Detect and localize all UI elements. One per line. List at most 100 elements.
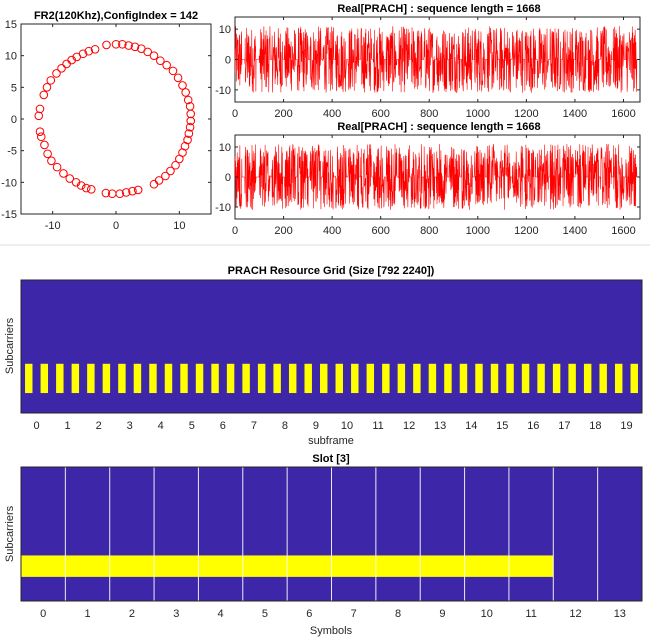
x-tick-label: 19 <box>620 420 632 432</box>
constellation-point <box>128 186 137 196</box>
prach-occasion-bar <box>195 363 204 394</box>
prach-occasion-bar <box>552 363 561 394</box>
constellation-point <box>156 56 165 66</box>
sequence-bottom-title: Real[PRACH] : sequence length = 1668 <box>337 121 540 133</box>
constellation-point <box>186 116 196 126</box>
constellation-point <box>178 81 187 90</box>
x-tick-label: 10 <box>481 608 493 620</box>
x-tick-label: 5 <box>189 420 195 432</box>
prach-occasion-bar <box>40 363 49 394</box>
prach-occasion-bar <box>273 363 281 394</box>
x-tick-label: 6 <box>306 608 312 620</box>
constellation-point <box>133 185 143 195</box>
x-tick-label: 1000 <box>466 108 490 120</box>
constellation-point <box>90 45 100 54</box>
x-tick-label: 600 <box>372 225 390 237</box>
constellation-point <box>168 66 178 76</box>
resource-grid-ylabel: Subcarriers <box>4 317 16 374</box>
constellation-point <box>47 156 56 166</box>
x-tick-label: 4 <box>218 608 224 620</box>
y-tick-label: -15 <box>1 209 17 221</box>
x-tick-label: 10 <box>341 420 353 432</box>
prach-occasion-bar <box>428 363 437 394</box>
x-tick-label: -10 <box>45 220 61 232</box>
prach-occasion-bar <box>257 363 266 394</box>
prach-occasion-bar <box>149 363 157 394</box>
constellation-point <box>162 60 171 70</box>
slot-plot: Slot [3] 0 1 2 3 4 5 6 7 8 9 10 11 12 13 Symbols Subc… <box>4 453 643 637</box>
slot-xlabel: Symbols <box>310 625 353 637</box>
constellation-point <box>186 109 196 119</box>
x-tick-label: 10 <box>173 220 185 232</box>
prach-occasion-bar <box>537 363 545 394</box>
x-tick-label: 5 <box>262 608 268 620</box>
x-tick-label: 200 <box>274 108 292 120</box>
x-tick-label: 3 <box>173 608 179 620</box>
constellation-point <box>185 122 195 132</box>
sequence-plot-bottom: Real[PRACH] : sequence length = 1668 0 20… <box>215 121 641 237</box>
x-tick-label: 400 <box>323 225 341 237</box>
x-tick-label: 13 <box>614 608 626 620</box>
prach-occasion-bar <box>413 363 421 394</box>
x-tick-label: 17 <box>558 420 570 432</box>
x-tick-label: 200 <box>274 225 292 237</box>
x-tick-label: 7 <box>251 420 257 432</box>
constellation-point <box>35 104 45 114</box>
sequence-plot-top: Real[PRACH] : sequence length = 1668 0 20… <box>215 3 641 120</box>
constellation-point <box>87 185 96 194</box>
constellation-plot: FR2(120Khz),ConfigIndex = 142 -10 0 10 15 10… <box>1 10 212 232</box>
prach-occasion-bar <box>599 363 607 394</box>
sequence-line <box>234 26 640 93</box>
constellation-point <box>42 83 52 92</box>
x-tick-label: 8 <box>395 608 401 620</box>
prach-occasion-bar <box>459 363 468 394</box>
resource-grid-axes-box <box>20 279 643 414</box>
constellation-point <box>183 95 193 105</box>
prach-occasion-bar <box>506 363 514 394</box>
x-tick-label: 9 <box>313 420 319 432</box>
constellation-point <box>107 189 117 199</box>
y-tick-label: 10 <box>219 142 231 154</box>
constellation-point <box>173 73 183 83</box>
prach-occasion-bar <box>351 363 359 394</box>
constellation-point <box>59 169 68 178</box>
constellation-point <box>166 166 175 176</box>
x-tick-label: 0 <box>40 608 46 620</box>
y-tick-label: 10 <box>5 51 17 63</box>
constellation-point <box>184 129 194 138</box>
prach-occasion-bar <box>102 363 111 394</box>
x-tick-label: 0 <box>232 108 238 120</box>
x-tick-label: 12 <box>569 608 581 620</box>
x-tick-label: 1400 <box>563 225 587 237</box>
prach-occasion-bar <box>397 363 406 394</box>
prach-occasion-bar <box>226 363 235 394</box>
y-tick-label: 0 <box>11 114 17 126</box>
prach-occasion-bar <box>87 363 95 394</box>
constellation-point <box>111 39 121 49</box>
resource-grid-background <box>21 280 642 413</box>
prach-occasion-bar <box>242 363 250 394</box>
slot-title: Slot [3] <box>312 453 350 465</box>
prach-occasion-bar <box>614 363 623 394</box>
constellation-point <box>101 188 111 198</box>
resource-grid-plot: PRACH Resource Grid (Size [792 2240]) 0 1… <box>4 265 643 447</box>
prach-occasion-bar <box>118 363 126 394</box>
x-tick-label: 1 <box>65 420 71 432</box>
prach-occasion-bar <box>521 363 530 394</box>
y-tick-label: -10 <box>1 177 17 189</box>
x-tick-label: 2 <box>129 608 135 620</box>
y-tick-label: 10 <box>219 24 231 36</box>
constellation-point <box>52 162 62 172</box>
prach-occasion-bar <box>382 363 390 394</box>
y-tick-label: -5 <box>7 146 17 158</box>
sequence-line <box>234 143 640 210</box>
x-tick-label: 9 <box>439 608 445 620</box>
constellation-axes-box <box>20 23 212 215</box>
x-tick-label: 400 <box>323 108 341 120</box>
slot-ylabel: Subcarriers <box>4 505 16 562</box>
x-tick-label: 11 <box>372 420 383 432</box>
constellation-point <box>149 179 159 189</box>
prach-occasion-bar <box>180 363 188 394</box>
x-tick-label: 0 <box>232 225 238 237</box>
